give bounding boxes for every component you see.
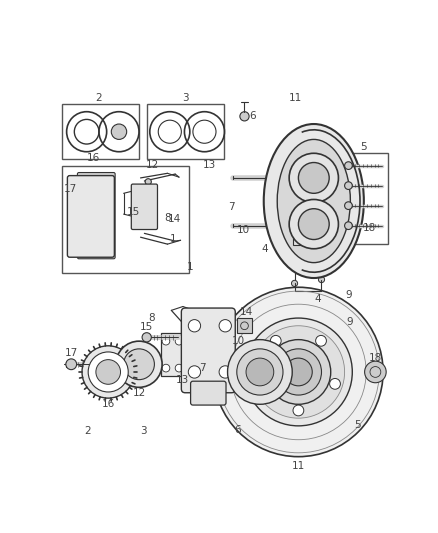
Circle shape	[240, 112, 249, 121]
Text: 10: 10	[232, 336, 245, 346]
Text: 16: 16	[87, 152, 100, 163]
Bar	[293, 232, 308, 245]
Text: 1: 1	[170, 234, 177, 244]
Text: 11: 11	[289, 93, 302, 103]
Text: 4: 4	[314, 294, 321, 304]
Circle shape	[256, 378, 267, 389]
Circle shape	[244, 318, 352, 426]
FancyBboxPatch shape	[191, 381, 226, 405]
Text: 13: 13	[202, 159, 215, 169]
Circle shape	[219, 366, 231, 378]
Bar	[293, 166, 308, 179]
Ellipse shape	[277, 140, 350, 263]
Text: 5: 5	[354, 420, 361, 430]
Circle shape	[219, 320, 231, 332]
Text: 3: 3	[182, 93, 188, 103]
Text: 7: 7	[199, 364, 206, 374]
Circle shape	[345, 222, 352, 230]
Circle shape	[345, 182, 352, 189]
Text: 16: 16	[102, 399, 115, 409]
Text: 14: 14	[168, 214, 181, 224]
Text: 9: 9	[346, 317, 353, 327]
Text: 15: 15	[127, 207, 140, 217]
Text: 4: 4	[261, 245, 268, 254]
Circle shape	[237, 349, 283, 395]
Bar	[147, 104, 224, 159]
Bar	[62, 166, 189, 273]
Text: 6: 6	[235, 425, 241, 435]
Bar	[134, 214, 148, 224]
Circle shape	[228, 340, 292, 405]
Circle shape	[188, 366, 201, 378]
Circle shape	[175, 337, 183, 345]
Circle shape	[266, 340, 331, 405]
Text: 12: 12	[145, 159, 159, 169]
Text: 2: 2	[95, 93, 102, 103]
Circle shape	[289, 154, 339, 203]
Text: 8: 8	[164, 213, 171, 223]
FancyBboxPatch shape	[78, 173, 115, 259]
Circle shape	[162, 364, 170, 372]
Circle shape	[116, 341, 162, 387]
Text: 6: 6	[250, 111, 256, 122]
Circle shape	[162, 337, 170, 345]
Circle shape	[66, 359, 77, 370]
Circle shape	[276, 349, 321, 395]
Circle shape	[318, 277, 325, 282]
Circle shape	[96, 360, 120, 384]
Circle shape	[330, 378, 340, 389]
Circle shape	[345, 161, 352, 169]
Text: 18: 18	[369, 353, 382, 363]
Bar	[62, 104, 139, 159]
Circle shape	[291, 280, 298, 287]
Circle shape	[364, 361, 386, 383]
Circle shape	[111, 124, 127, 140]
Text: 13: 13	[176, 375, 190, 385]
Text: 10: 10	[237, 225, 250, 235]
Circle shape	[142, 333, 151, 342]
Circle shape	[285, 358, 312, 386]
Text: 1: 1	[187, 262, 193, 272]
Circle shape	[316, 335, 326, 346]
Circle shape	[345, 202, 352, 209]
Text: 9: 9	[345, 290, 352, 300]
Circle shape	[175, 364, 183, 372]
Circle shape	[214, 287, 383, 457]
Text: 2: 2	[85, 426, 91, 436]
Bar	[237, 318, 252, 334]
Bar	[341, 154, 389, 244]
Circle shape	[252, 326, 345, 418]
Text: 17: 17	[65, 348, 78, 358]
Text: 15: 15	[140, 322, 153, 332]
Text: 3: 3	[140, 426, 147, 436]
Circle shape	[298, 163, 329, 193]
FancyBboxPatch shape	[131, 184, 158, 230]
Circle shape	[289, 199, 339, 249]
Circle shape	[82, 346, 134, 398]
Circle shape	[270, 335, 281, 346]
Circle shape	[145, 179, 151, 185]
Circle shape	[293, 405, 304, 416]
Circle shape	[298, 209, 329, 239]
Circle shape	[246, 358, 274, 386]
Ellipse shape	[264, 124, 364, 278]
Text: 18: 18	[363, 223, 376, 233]
Circle shape	[88, 352, 128, 392]
Text: 5: 5	[360, 142, 367, 152]
Circle shape	[188, 320, 201, 332]
Bar	[161, 334, 183, 376]
Text: 14: 14	[240, 307, 254, 317]
Text: 7: 7	[228, 202, 235, 212]
FancyBboxPatch shape	[67, 175, 114, 257]
Text: 17: 17	[64, 184, 78, 194]
FancyBboxPatch shape	[181, 308, 235, 393]
Text: 8: 8	[148, 312, 155, 322]
Text: 12: 12	[132, 387, 145, 398]
Circle shape	[124, 349, 155, 379]
Text: 11: 11	[292, 461, 305, 471]
